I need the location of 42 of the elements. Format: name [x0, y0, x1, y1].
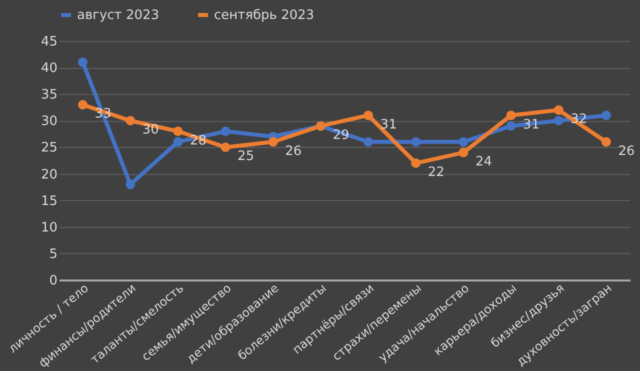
y-tick-label: 0: [49, 274, 58, 288]
point: [411, 137, 421, 147]
point: [220, 126, 230, 136]
point: [411, 158, 421, 168]
data-label: 24: [475, 154, 492, 170]
point: [554, 116, 564, 126]
data-label: 33: [94, 106, 112, 122]
point: [554, 105, 564, 115]
data-label: 31: [380, 117, 397, 132]
point: [364, 110, 374, 120]
data-label: 30: [142, 122, 159, 138]
y-tick-label: 35: [40, 88, 58, 103]
point: [364, 137, 374, 147]
point: [601, 137, 611, 147]
point: [126, 116, 136, 126]
point: [78, 100, 88, 110]
y-tick-label: 15: [40, 194, 58, 209]
legend-label: август 2023: [77, 8, 160, 23]
y-tick-label: 45: [40, 34, 58, 50]
point: [126, 180, 136, 190]
point: [458, 137, 468, 147]
point: [506, 110, 516, 120]
y-tick-label: 25: [40, 140, 58, 156]
data-label: 26: [285, 144, 302, 159]
y-tick-label: 5: [49, 246, 58, 262]
data-label: 26: [618, 144, 635, 159]
point: [78, 58, 88, 67]
y-tick-label: 20: [40, 167, 58, 182]
point: [506, 121, 516, 131]
point: [220, 142, 230, 152]
point: [601, 110, 611, 120]
data-label: 25: [238, 149, 254, 164]
data-label: 22: [428, 165, 444, 180]
y-tick-label: 40: [40, 61, 58, 76]
y-tick-label: 10: [40, 220, 58, 236]
legend-label: сентябрь 2023: [214, 8, 314, 23]
point: [173, 126, 183, 136]
data-label: 32: [570, 112, 588, 128]
point: [458, 148, 468, 158]
y-tick-label: 30: [40, 114, 58, 130]
point: [268, 137, 278, 147]
point: [173, 137, 183, 147]
